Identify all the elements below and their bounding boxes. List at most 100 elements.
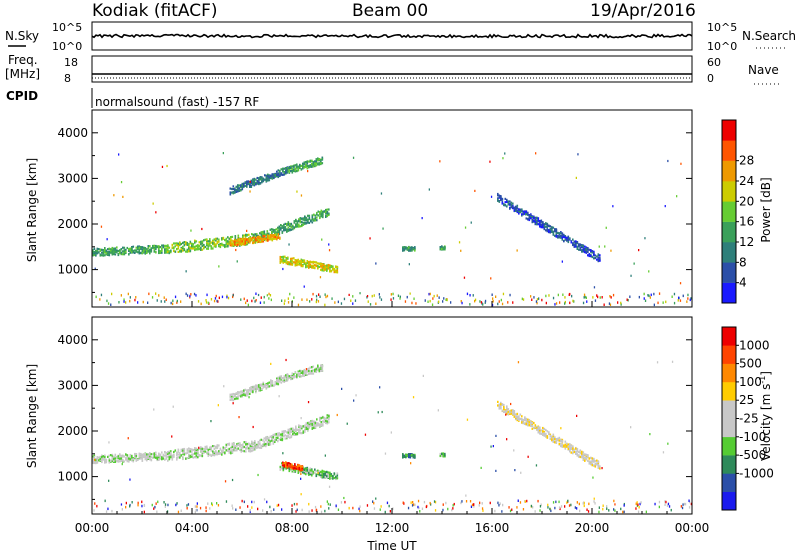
velocity-isolated-cell bbox=[346, 422, 348, 425]
velocity-echo-cell bbox=[299, 372, 301, 375]
velocity-echo-cell bbox=[302, 471, 304, 474]
velocity-echo-cell bbox=[307, 423, 309, 426]
power-echo-cell bbox=[545, 225, 547, 228]
velocity-speckle-cell bbox=[423, 500, 426, 504]
power-echo-cell bbox=[284, 226, 287, 229]
velocity-echo-cell bbox=[222, 446, 225, 449]
velocity-echo-cell bbox=[221, 451, 223, 454]
power-echo-cell bbox=[283, 171, 286, 174]
power-echo-cell bbox=[273, 173, 275, 176]
velocity-echo-cell bbox=[140, 452, 142, 456]
velocity-echo-cell bbox=[256, 446, 258, 449]
power-speckle-cell bbox=[404, 300, 407, 303]
velocity-echo-cell bbox=[243, 389, 245, 392]
power-echo-cell bbox=[308, 160, 310, 163]
velocity-echo-cell bbox=[102, 455, 105, 458]
power-echo-cell bbox=[317, 267, 319, 270]
power-echo-cell bbox=[519, 211, 522, 214]
velocity-echo-cell bbox=[249, 392, 251, 395]
power-speckle-cell bbox=[601, 296, 603, 299]
power-echo-cell bbox=[302, 223, 305, 226]
velocity-speckle-cell bbox=[451, 508, 453, 512]
power-speckle-cell bbox=[287, 297, 289, 300]
power-echo-cell bbox=[587, 254, 589, 257]
velocity-echo-cell bbox=[304, 430, 306, 433]
power-echo-cell bbox=[584, 248, 586, 251]
power-echo-cell bbox=[530, 217, 532, 220]
power-echo-cell bbox=[563, 240, 565, 243]
power-echo-cell bbox=[522, 210, 525, 213]
velocity-echo-cell bbox=[248, 450, 250, 453]
velocity-echo-cell bbox=[578, 450, 580, 453]
power-echo-cell bbox=[286, 168, 289, 171]
velocity-echo-cell bbox=[287, 434, 290, 437]
velocity-echo-cell bbox=[210, 445, 213, 448]
velocity-speckle-cell bbox=[105, 510, 108, 513]
power-echo-cell bbox=[271, 176, 274, 179]
velocity-echo-cell bbox=[567, 443, 570, 446]
velocity-speckle-cell bbox=[176, 502, 178, 505]
power-speckle-cell bbox=[592, 296, 594, 299]
velocity-echo-cell bbox=[510, 409, 513, 412]
velocity-isolated-cell bbox=[248, 396, 250, 399]
velocity-echo-cell bbox=[114, 453, 117, 456]
velocity-echo-cell bbox=[155, 456, 157, 459]
velocity-speckle-cell bbox=[335, 505, 337, 509]
power-echo-cell bbox=[137, 251, 139, 254]
velocity-echo-cell bbox=[147, 457, 150, 460]
power-echo-cell bbox=[278, 229, 281, 232]
power-echo-cell bbox=[150, 250, 153, 253]
power-echo-cell bbox=[277, 175, 280, 179]
power-echo-cell bbox=[158, 247, 160, 250]
power-speckle-cell bbox=[620, 301, 622, 305]
power-echo-cell bbox=[232, 188, 235, 191]
velocity-echo-cell bbox=[108, 457, 111, 461]
power-echo-cell bbox=[149, 245, 151, 248]
x-tick-label: 16:00 bbox=[475, 521, 510, 535]
power-speckle-cell bbox=[325, 295, 327, 299]
velocity-echo-cell bbox=[195, 456, 198, 459]
velocity-speckle-cell bbox=[502, 503, 504, 507]
power-speckle-cell bbox=[269, 294, 272, 297]
power-echo-cell bbox=[235, 240, 238, 243]
power-echo-cell bbox=[107, 251, 109, 254]
velocity-echo-cell bbox=[322, 416, 324, 419]
velocity-echo-cell bbox=[285, 374, 287, 377]
velocity-speckle-cell bbox=[211, 502, 213, 505]
velocity-speckle-cell bbox=[690, 502, 692, 506]
velocity-echo-cell bbox=[262, 386, 265, 389]
velocity-echo-cell bbox=[306, 470, 309, 473]
power-echo-cell bbox=[155, 247, 157, 250]
velocity-echo-cell bbox=[322, 423, 324, 426]
power-echo-cell bbox=[116, 249, 118, 252]
power-speckle-cell bbox=[431, 303, 434, 306]
power-echo-cell bbox=[530, 213, 532, 217]
power-echo-cell bbox=[581, 244, 583, 247]
velocity-echo-cell bbox=[268, 439, 270, 442]
velocity-panel-frame bbox=[91, 316, 693, 515]
power-echo-cell bbox=[143, 247, 145, 250]
power-echo-cell bbox=[588, 248, 591, 251]
velocity-echo-cell bbox=[323, 476, 325, 479]
velocity-echo-cell bbox=[579, 449, 582, 452]
power-echo-cell bbox=[312, 260, 315, 263]
power-echo-cell bbox=[576, 247, 579, 250]
power-echo-cell bbox=[238, 241, 241, 244]
power-echo-cell bbox=[336, 271, 339, 274]
power-echo-cell bbox=[286, 230, 288, 233]
velocity-speckle-cell bbox=[576, 501, 578, 504]
power-echo-cell bbox=[597, 256, 600, 259]
velocity-isolated-cell bbox=[514, 469, 516, 472]
power-echo-cell bbox=[311, 221, 314, 224]
velocity-echo-cell bbox=[439, 454, 442, 458]
nave-label: Nave bbox=[748, 63, 779, 77]
power-echo-cell bbox=[307, 221, 309, 224]
power-echo-cell bbox=[179, 249, 181, 252]
power-echo-cell bbox=[290, 226, 293, 229]
velocity-echo-cell bbox=[534, 425, 537, 428]
velocity-isolated-cell bbox=[300, 417, 302, 420]
power-speckle-cell bbox=[413, 297, 415, 300]
power-speckle-cell bbox=[644, 299, 647, 302]
velocity-echo-cell bbox=[255, 391, 257, 394]
velocity-echo-cell bbox=[237, 391, 239, 394]
